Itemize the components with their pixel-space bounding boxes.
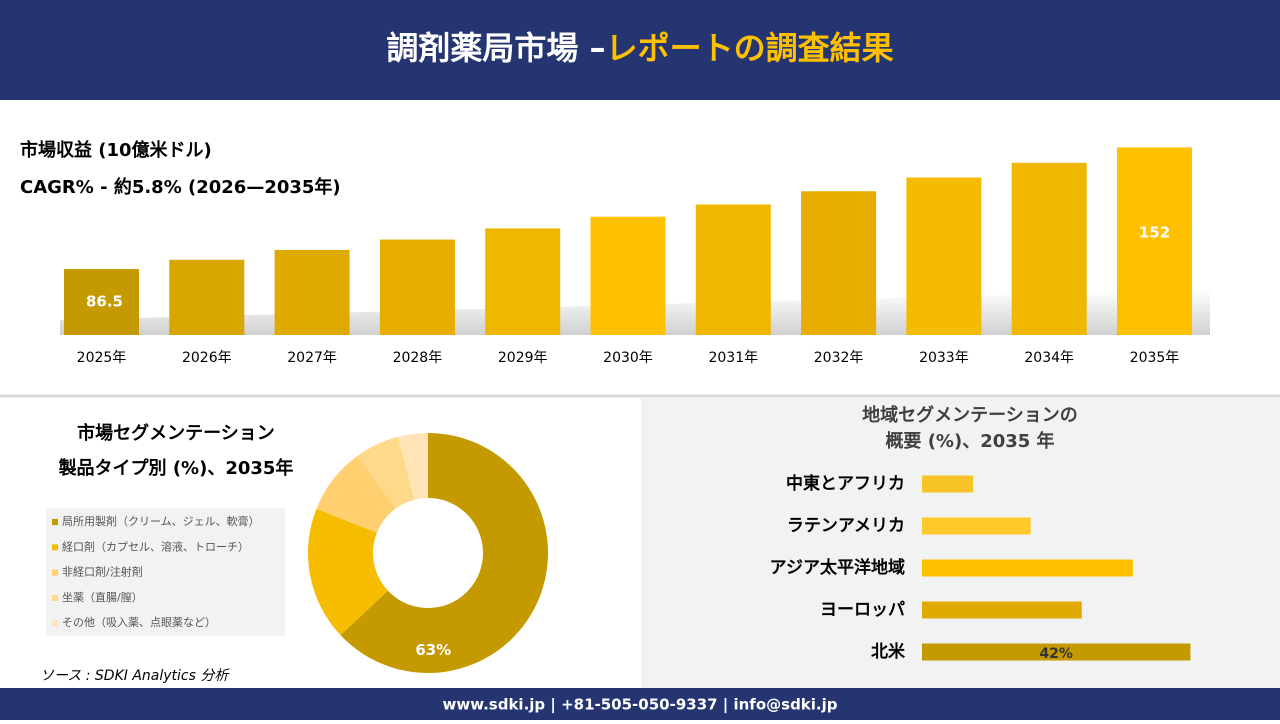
legend-swatch	[52, 544, 58, 551]
value-label: 42%	[1039, 646, 1073, 662]
bar	[922, 559, 1133, 577]
title-accent: レポートの調査結果	[606, 29, 894, 67]
x-tick-label: 2028年	[393, 350, 443, 366]
source: ソース : SDKI Analytics 分析	[40, 668, 230, 684]
bar	[695, 204, 771, 335]
y-tick-label: ラテンアメリカ	[787, 516, 905, 536]
x-tick-label: 2026年	[182, 350, 232, 366]
x-tick-label: 2033年	[919, 350, 969, 366]
bar	[485, 228, 561, 335]
header-bar	[0, 0, 1280, 100]
bar	[1117, 147, 1192, 335]
pie-slice	[308, 508, 388, 636]
x-tick-label: 2031年	[708, 350, 758, 366]
legend-label: 坐薬（直腸/膣）	[62, 590, 143, 604]
bar	[922, 643, 1191, 661]
region-title: 概要 (%)、2035 年	[885, 430, 1054, 452]
pie-title: 製品タイプ別 (%)、2035年	[58, 457, 294, 479]
value-label: 63%	[415, 641, 451, 659]
chart-subtitle: CAGR% - 約5.8% (2026—2035年)	[20, 176, 341, 198]
region-panel	[641, 398, 1280, 688]
legend-swatch	[52, 594, 58, 601]
bar	[379, 239, 455, 335]
legend-swatch	[52, 620, 58, 627]
title-main: 調剤薬局市場 –	[386, 29, 605, 67]
bar	[64, 269, 139, 335]
bar	[922, 475, 974, 493]
region-title: 地域セグメンテーションの	[862, 404, 1078, 426]
y-tick-label: 北米	[871, 641, 906, 662]
bar	[274, 249, 350, 335]
legend-label: その他（吸入薬、点眼薬など）	[62, 616, 216, 629]
pie-slice	[357, 436, 415, 509]
legend-swatch	[52, 569, 58, 576]
legend-label: 局所用製剤（クリーム、ジェル、軟膏）	[62, 514, 260, 528]
bar	[922, 601, 1082, 619]
bar	[801, 191, 877, 335]
page-title: 調剤薬局市場 –レポートの調査結果	[386, 29, 893, 67]
x-tick-label: 2027年	[287, 350, 337, 366]
chart-title: 市場収益 (10億米ドル)	[20, 139, 212, 161]
pie-title: 市場セグメンテーション	[77, 422, 275, 444]
value-label: 152	[1139, 224, 1170, 242]
legend-swatch	[52, 519, 58, 525]
x-tick-label: 2034年	[1024, 350, 1074, 366]
footer: www.sdki.jp | +81-505-050-9337 | info@sd…	[442, 696, 837, 715]
legend-box	[46, 508, 285, 636]
x-tick-label: 2025年	[77, 350, 127, 366]
bar	[1011, 162, 1087, 335]
pie-slice	[316, 455, 396, 533]
y-tick-label: 中東とアフリカ	[786, 473, 905, 494]
y-tick-label: アジア太平洋地域	[770, 557, 905, 578]
bar	[590, 216, 666, 335]
legend-label: 経口剤（カプセル、溶液、トローチ）	[62, 539, 249, 553]
bar	[922, 517, 1031, 535]
x-tick-label: 2029年	[498, 350, 548, 366]
value-label: 86.5	[86, 293, 123, 311]
pie-slice	[340, 433, 549, 674]
footer-bar	[0, 688, 1280, 720]
x-tick-label: 2032年	[814, 350, 864, 366]
bar	[169, 259, 245, 335]
legend-label: 非経口剤/注射剤	[62, 565, 143, 579]
y-tick-label: ヨーロッパ	[820, 600, 905, 620]
pie-slice	[398, 433, 428, 500]
bar	[906, 177, 982, 335]
x-tick-label: 2030年	[603, 350, 653, 366]
x-tick-label: 2035年	[1130, 350, 1180, 366]
